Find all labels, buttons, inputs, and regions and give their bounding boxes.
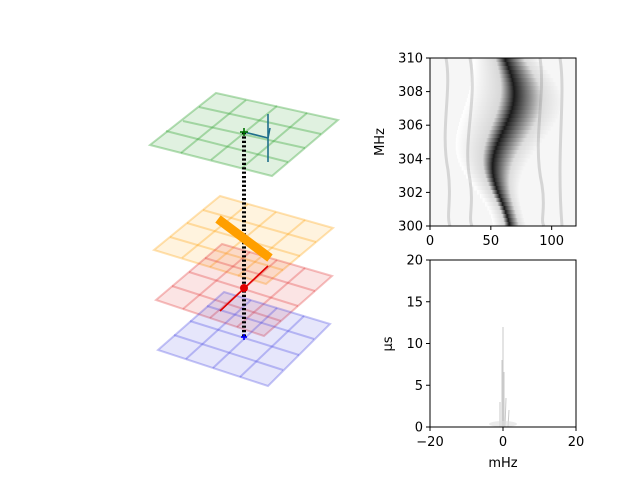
scatter-x-tick-label: 0	[499, 435, 507, 450]
scatter-y-ticks: 0 5 10 15 20	[406, 254, 430, 436]
heatmap-strip	[457, 126, 552, 131]
heatmap-strip	[470, 82, 556, 87]
heatmap-strip	[461, 114, 558, 119]
heatmap-strip	[485, 202, 521, 207]
heatmap-strip	[479, 194, 519, 199]
heatmap-strip	[482, 198, 520, 203]
heatmap-strip	[492, 218, 525, 223]
heatmap-y-tick-label: 302	[398, 186, 423, 201]
heatmap-strip	[455, 138, 543, 143]
heatmap-panel: 300 302 304 306 308 310 0 50 100 MHz	[373, 52, 577, 249]
heatmap-strip	[471, 182, 519, 187]
teal-glyph	[243, 114, 271, 162]
heatmap-x-tick-label: 0	[426, 234, 434, 249]
scatter-y-tick-label: 20	[406, 254, 423, 269]
layer-diagram	[147, 91, 341, 388]
heatmap-y-label: MHz	[373, 128, 388, 156]
heatmap-strip	[459, 162, 526, 167]
heatmap-y-tick-label: 300	[398, 220, 423, 235]
heatmap-x-ticks: 0 50 100	[426, 226, 564, 249]
heatmap-strip	[473, 62, 542, 67]
scatter-x-tick-label: 20	[568, 435, 585, 450]
heatmap-strip	[471, 74, 551, 79]
scatter-x-label: mHz	[488, 456, 517, 471]
heatmap-strip	[468, 178, 520, 183]
scatter-x-ticks: −20 0 20	[416, 427, 584, 450]
heatmap-strip	[489, 210, 523, 215]
heatmap-y-tick-label: 306	[398, 119, 423, 134]
heatmap-ridge	[455, 58, 561, 227]
heatmap-strip	[459, 122, 554, 127]
heatmap-strip	[462, 110, 560, 115]
heatmap-strip	[458, 158, 528, 163]
heatmap-x-tick-label: 50	[483, 234, 500, 249]
heatmap-strip	[467, 94, 561, 99]
heatmap-strip	[472, 70, 548, 75]
scatter-x-tick-label: −20	[416, 435, 443, 450]
heatmap-y-ticks: 300 302 304 306 308 310	[398, 52, 430, 235]
heatmap-strip	[455, 146, 537, 151]
scatter-y-tick-label: 0	[415, 421, 423, 436]
heatmap-strip	[456, 150, 534, 155]
red-marker	[240, 284, 248, 292]
heatmap-strip	[457, 154, 531, 159]
blue-plus-marker	[241, 334, 247, 340]
heatmap-strip	[473, 58, 538, 63]
heatmap-y-tick-label: 308	[398, 85, 423, 100]
green-plus-marker	[240, 128, 248, 136]
heatmap-strip	[466, 98, 561, 103]
heatmap-strip	[460, 118, 556, 123]
heatmap-strip	[456, 134, 546, 139]
heatmap-strip	[461, 166, 524, 171]
scatter-y-tick-label: 5	[415, 379, 423, 394]
heatmap-strip	[471, 78, 554, 83]
heatmap-strip	[468, 90, 560, 95]
heatmap-strip	[472, 66, 545, 71]
heatmap-strip	[455, 142, 540, 147]
heatmap-y-tick-label: 310	[398, 52, 423, 67]
heatmap-strip	[490, 214, 524, 219]
heatmap-strip	[487, 206, 522, 211]
heatmap-strip	[463, 170, 522, 175]
heatmap-strip	[465, 102, 561, 107]
heatmap-strip	[474, 186, 519, 191]
heatmap-strip	[477, 190, 519, 195]
scatter-y-label: μs	[381, 336, 396, 351]
spectrum-peak	[499, 327, 510, 428]
heatmap-y-tick-label: 304	[398, 152, 423, 167]
orange-bar	[215, 215, 273, 262]
heatmap-strip	[466, 174, 521, 179]
heatmap-strip	[464, 106, 561, 111]
heatmap-strip	[457, 130, 549, 135]
scatter-y-tick-label: 10	[406, 337, 423, 352]
heatmap-strip	[492, 222, 526, 227]
heatmap-x-tick-label: 100	[539, 234, 564, 249]
scatter-y-tick-label: 15	[406, 295, 423, 310]
heatmap-strip	[469, 86, 558, 91]
